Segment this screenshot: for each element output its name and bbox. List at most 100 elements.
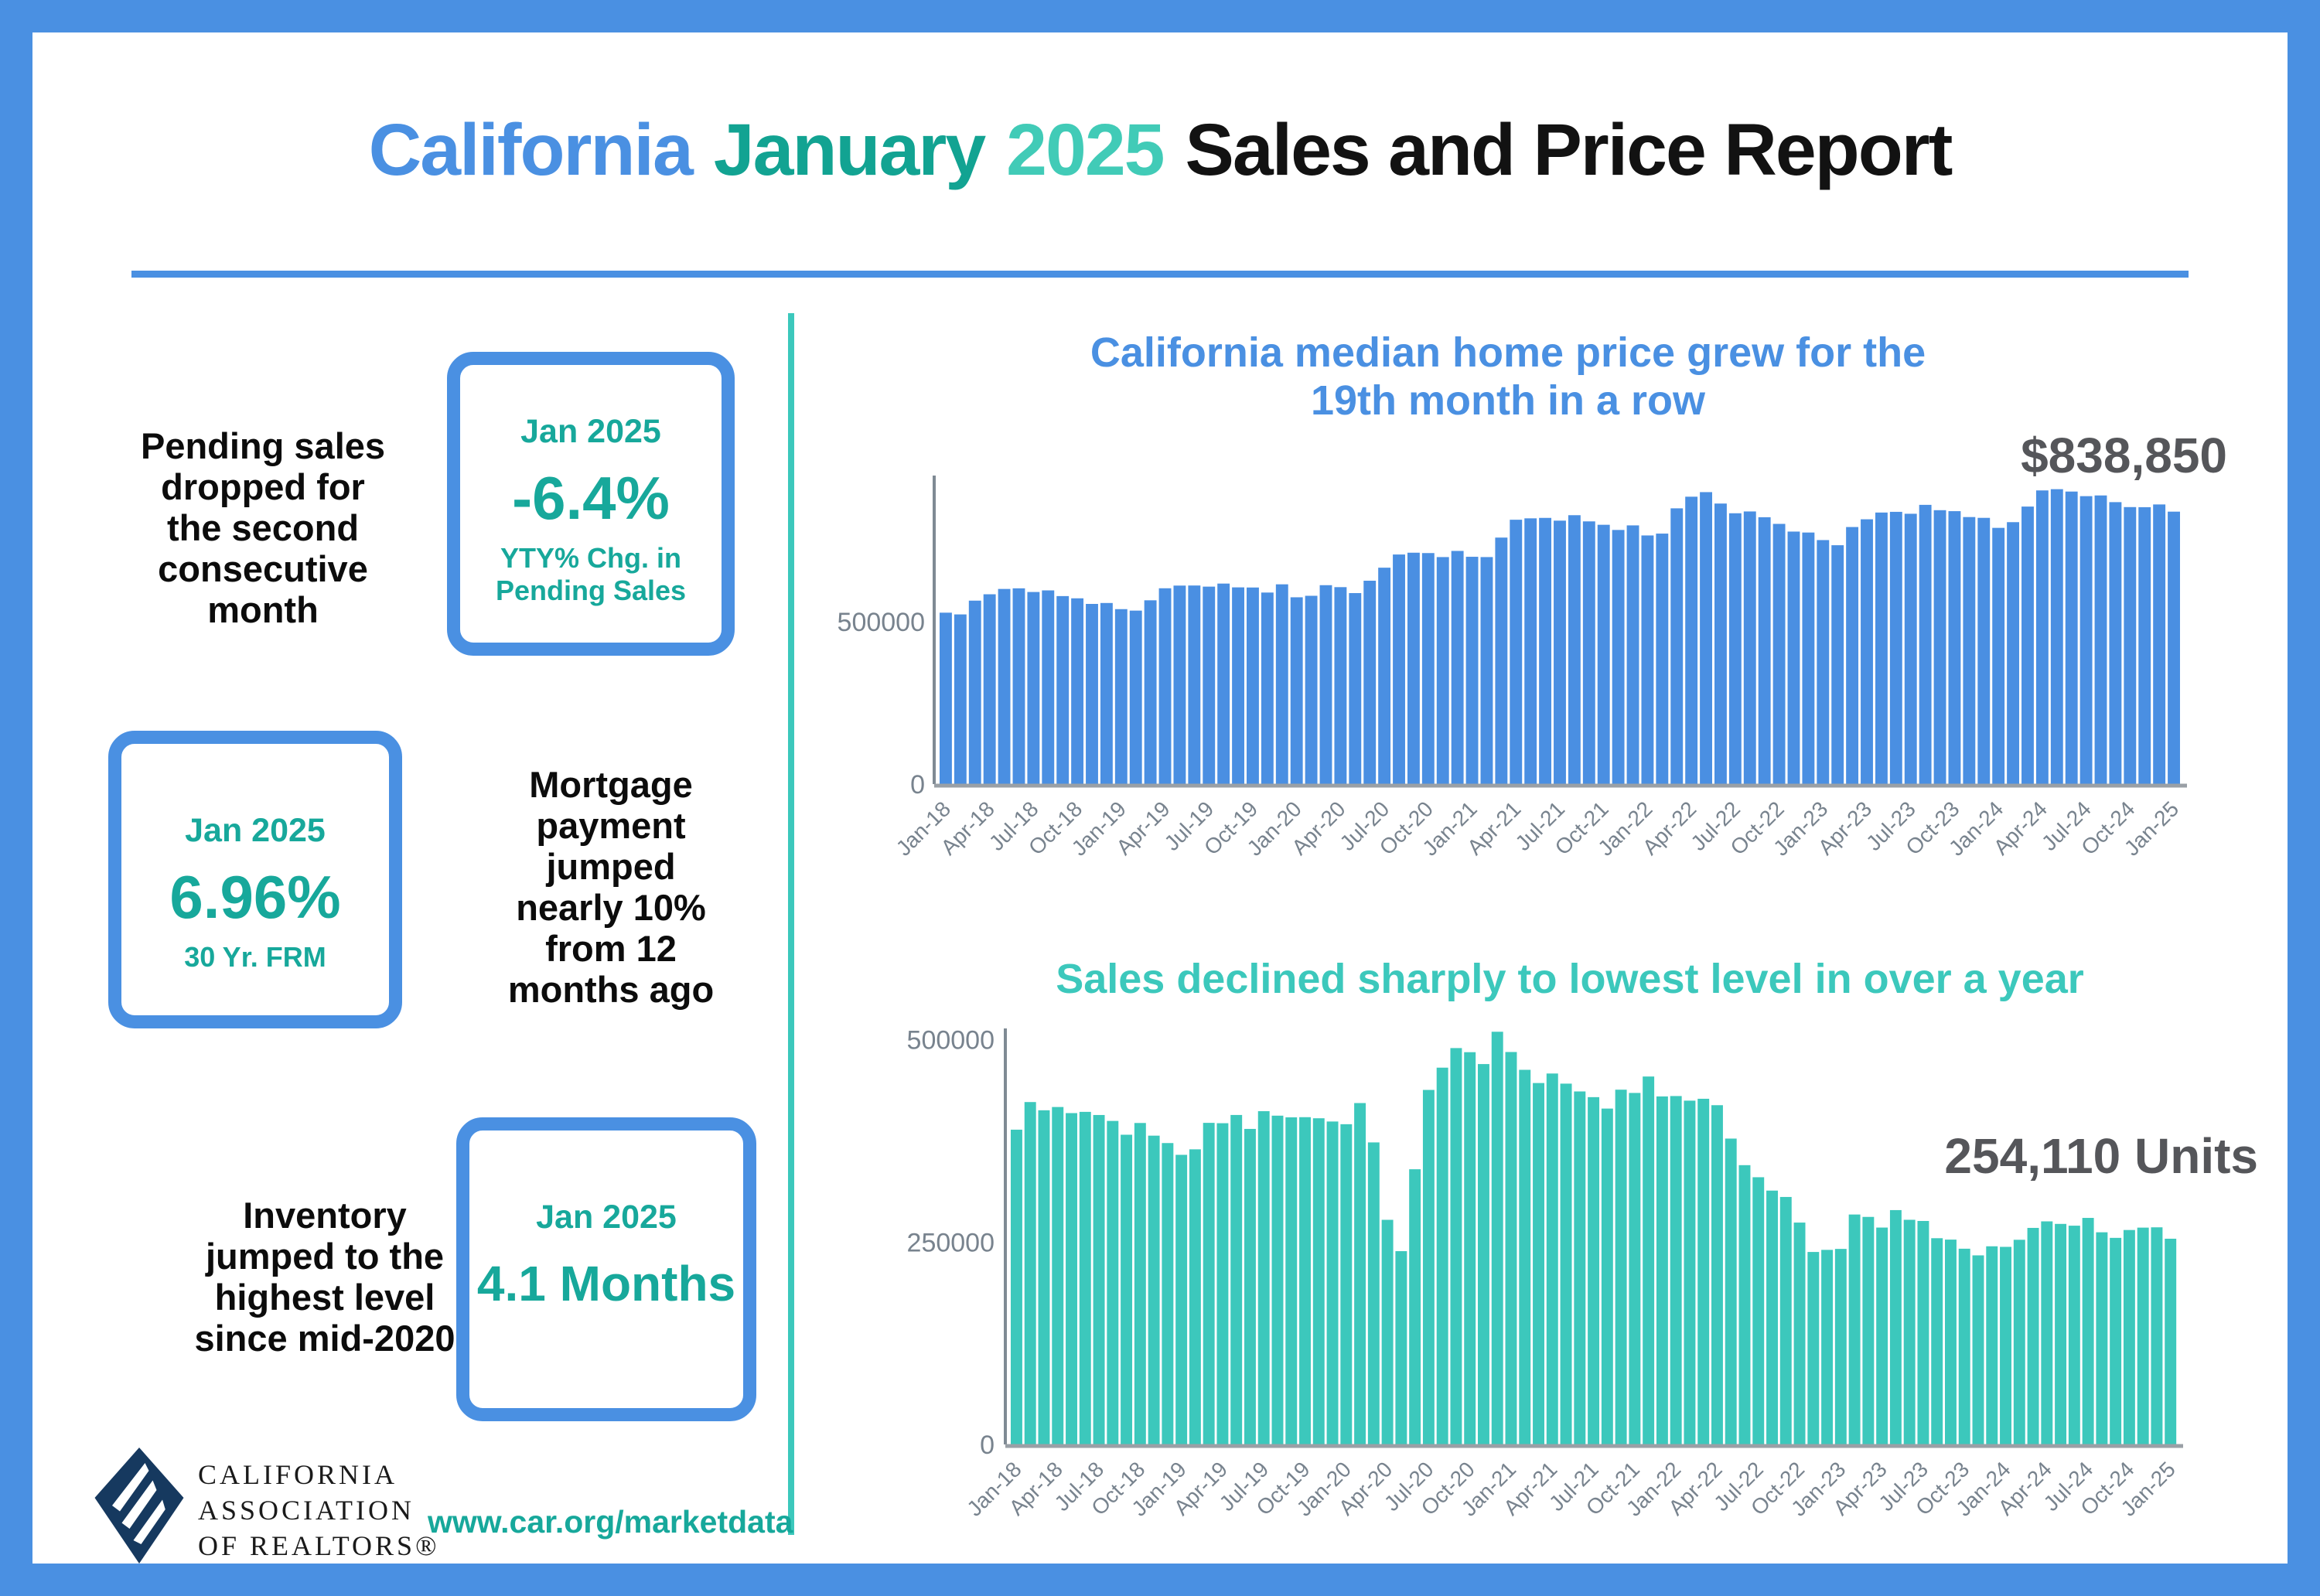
- y-tick-label: 0: [980, 1431, 995, 1460]
- sales-bar: [1697, 1098, 1710, 1444]
- median-price-bar: [1933, 510, 1946, 784]
- sales-bar: [1656, 1096, 1668, 1444]
- median-price-bar: [940, 612, 952, 784]
- median-price-bar: [1861, 519, 1873, 784]
- median-price-bar: [1232, 587, 1244, 784]
- sales-bar: [1162, 1143, 1174, 1444]
- sales-annotation: 254,110 Units: [1944, 1128, 2258, 1184]
- logo-facet: [133, 1499, 165, 1544]
- sales-bar: [2137, 1227, 2149, 1444]
- sales-bar: [1643, 1076, 1655, 1444]
- stat-value: 6.96%: [169, 863, 341, 931]
- median-price-bar: [1728, 513, 1742, 784]
- sales-bar: [1285, 1117, 1298, 1444]
- pending-sales-text: Pending sales dropped for the second con…: [140, 425, 386, 630]
- median-price-bar: [1554, 520, 1566, 784]
- logo-line: CALIFORNIA: [198, 1459, 398, 1490]
- median-price-chart: 0500000Jan-18Apr-18Jul-18Oct-18Jan-19Apr…: [838, 476, 2187, 861]
- median-price-bar: [1772, 523, 1786, 784]
- median-price-bar: [1349, 593, 1362, 784]
- median-price-bar: [1700, 492, 1712, 784]
- sales-bar: [1876, 1227, 1888, 1444]
- median-price-bar: [1539, 517, 1552, 784]
- sales-bar: [1505, 1052, 1517, 1444]
- sales-bar: [1779, 1196, 1792, 1444]
- sales-bar: [1244, 1128, 1256, 1444]
- median-price-bar: [1129, 610, 1142, 784]
- median-price-bar: [998, 588, 1011, 784]
- inventory-stat-box: Jan 2025 4.1 Months: [456, 1117, 756, 1421]
- sales-bar: [1326, 1121, 1339, 1444]
- sales-bar: [1038, 1110, 1050, 1444]
- marketdata-link[interactable]: www.car.org/marketdata: [428, 1504, 793, 1540]
- median-price-bar: [2094, 495, 2107, 784]
- car-logo-icon: [94, 1448, 184, 1564]
- sales-chart-title: Sales declined sharply to lowest level i…: [1056, 956, 2084, 1002]
- sales-bar: [1738, 1165, 1751, 1444]
- median-price-bar: [1188, 585, 1201, 784]
- page-title: California January 2025 Sales and Price Rep…: [0, 108, 2320, 193]
- inventory-text: Inventory jumped to the highest level si…: [194, 1195, 455, 1359]
- median-price-bar: [1451, 551, 1464, 784]
- sales-bar: [1917, 1221, 1929, 1444]
- median-price-bar: [2035, 490, 2049, 784]
- median-price-bar: [1992, 527, 2005, 784]
- median-price-bar: [1378, 568, 1391, 784]
- median-price-bar: [1524, 518, 1537, 784]
- sales-bar: [1148, 1135, 1160, 1444]
- sales-bar: [2013, 1240, 2025, 1444]
- sales-bar: [1052, 1107, 1064, 1444]
- pending-sales-stat-box: Jan 2025 -6.4% YTY% Chg. in Pending Sale…: [447, 352, 735, 656]
- sales-bar: [1381, 1219, 1394, 1444]
- sales-bar: [1093, 1114, 1105, 1444]
- sales-bar: [1725, 1138, 1737, 1444]
- median-price-bar: [1743, 511, 1756, 784]
- median-price-bar: [1977, 517, 1991, 784]
- sales-bar: [2165, 1238, 2177, 1444]
- sales-bar: [1793, 1223, 1806, 1444]
- median-price-bar: [1656, 534, 1669, 784]
- median-price-bar: [1568, 515, 1581, 784]
- sales-bar: [1807, 1252, 1820, 1444]
- sales-bar: [2096, 1232, 2108, 1444]
- sales-bar: [1422, 1090, 1435, 1444]
- title-word-2025: 2025: [1006, 109, 1165, 191]
- median-price-bar: [954, 614, 967, 784]
- median-price-annotation: $838,850: [2021, 428, 2227, 483]
- median-price-bar: [1334, 587, 1347, 784]
- sales-bar: [1024, 1102, 1036, 1444]
- sales-bar: [1546, 1073, 1558, 1444]
- sales-bar: [1601, 1108, 1613, 1444]
- median-price-bar: [1582, 521, 1595, 784]
- median-price-bar: [1290, 597, 1303, 784]
- vertical-divider-line: [788, 313, 794, 1535]
- median-price-bar: [2168, 511, 2180, 784]
- sales-bar: [1889, 1209, 1902, 1444]
- median-price-bar: [968, 600, 981, 784]
- median-price-bar: [2007, 522, 2020, 784]
- median-price-bar: [1714, 503, 1727, 784]
- sales-bar: [1230, 1114, 1243, 1444]
- median-price-bar: [1217, 583, 1230, 784]
- median-price-bar: [1787, 531, 1800, 784]
- logo-line: OF REALTORS®: [198, 1530, 440, 1561]
- sales-bar: [1395, 1251, 1407, 1444]
- stat-value: -6.4%: [512, 464, 670, 532]
- median-price-chart-title: California median home price grew for th…: [1090, 329, 1926, 424]
- y-tick-label: 500000: [838, 608, 925, 637]
- sales-bar: [1834, 1249, 1847, 1444]
- median-price-bar: [1056, 595, 1070, 784]
- median-price-bar: [2079, 496, 2093, 784]
- car-logo-text: CALIFORNIA ASSOCIATION OF REALTORS®: [198, 1457, 439, 1564]
- sales-bar: [1299, 1117, 1311, 1444]
- stat-value: 4.1 Months: [476, 1256, 736, 1311]
- sales-bar: [1491, 1032, 1503, 1444]
- median-price-bar: [1173, 585, 1186, 784]
- stat-caption: 30 Yr. FRM: [184, 941, 326, 973]
- sales-bar: [1752, 1177, 1765, 1444]
- median-price-bar: [2138, 506, 2151, 784]
- sales-bar: [1560, 1083, 1572, 1444]
- sales-bar: [2110, 1237, 2122, 1444]
- sales-bar: [1588, 1096, 1600, 1444]
